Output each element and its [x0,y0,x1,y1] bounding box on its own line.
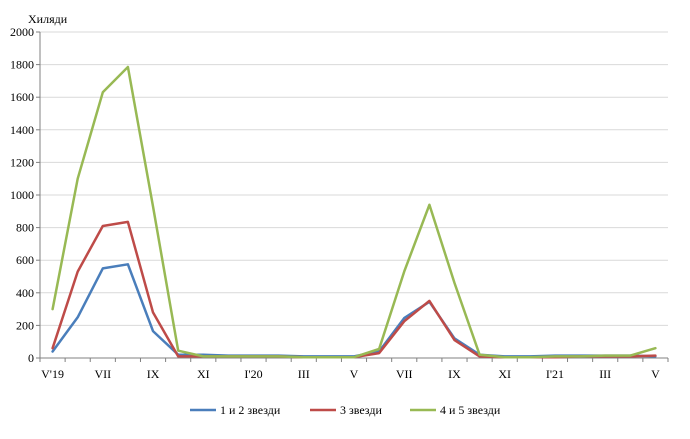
series-lines [51,65,657,359]
y-tick-label: 1000 [10,188,34,202]
x-tick-label: I'20 [244,367,262,381]
y-tick-label: 1200 [10,155,34,169]
x-tick-label: III [298,367,310,381]
y-tick-label: 1600 [10,90,34,104]
x-tick-label: V'19 [41,367,64,381]
series-line [51,220,657,359]
legend-label: 4 и 5 звезди [440,403,501,417]
y-tick-label: 1400 [10,123,34,137]
x-tick-label: V [350,367,359,381]
x-tick-label: IX [448,367,461,381]
y-tick-label: 2000 [10,25,34,39]
x-tick-label: V [651,367,660,381]
legend-label: 3 звезди [340,403,382,417]
x-tick-label: XI [197,367,210,381]
x-tick-label: III [599,367,611,381]
y-axis-label: Хиляди [28,12,68,26]
series-line [51,65,657,359]
x-tick-label: IX [147,367,160,381]
y-tick-label: 600 [16,253,34,267]
y-tick-label: 800 [16,221,34,235]
x-tick-label: VII [94,367,111,381]
x-tick-label: XI [498,367,511,381]
y-tick-label: 0 [28,351,34,365]
legend: 1 и 2 звезди 3 звезди 4 и 5 звезди [190,403,501,417]
axes: 0 200 400 600 800 1000 1200 1400 1600 1800 2000 V'1… [10,25,669,381]
y-tick-label: 400 [16,286,34,300]
legend-label: 1 и 2 звезди [220,403,281,417]
x-tick-label: I'21 [546,367,564,381]
y-tick-label: 200 [16,318,34,332]
y-tick-label: 1800 [10,58,34,72]
x-tick-label: VII [396,367,413,381]
